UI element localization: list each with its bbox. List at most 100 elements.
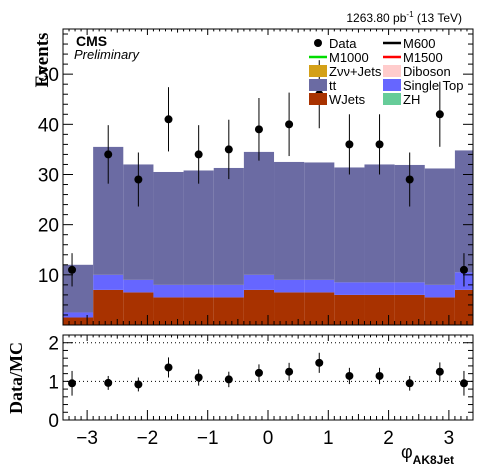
data-point [104, 125, 113, 184]
x-tick-label: −1 [197, 428, 219, 449]
bar-wjets-bin-0 [63, 317, 94, 325]
bar-single_top-bin-9 [334, 282, 365, 295]
bar-wjets-bin-10 [364, 294, 395, 325]
ratio-point [435, 362, 444, 381]
x-tick-label: 1 [323, 428, 334, 449]
ratio-point [164, 357, 173, 378]
ratio-y-tick-label: 1 [48, 372, 59, 393]
ratio-frame-bg [63, 335, 473, 420]
ratio-point [194, 369, 203, 386]
y-tick-label: 30 [38, 165, 59, 186]
data-point [134, 152, 143, 207]
svg-text:Data: Data [329, 36, 357, 51]
svg-text:ZH: ZH [403, 92, 420, 107]
bar-wjets-bin-13 [454, 289, 473, 325]
stacked-histogram [63, 146, 473, 325]
y-tick-label: 50 [38, 65, 59, 86]
bar-single_top-bin-2 [123, 279, 154, 293]
bar-tt-bin-9 [334, 167, 365, 283]
bar-tt-bin-13 [454, 150, 473, 273]
ratio-y-tick-label: 0 [48, 411, 59, 432]
bar-single_top-bin-4 [183, 284, 214, 298]
bar-wjets-bin-6 [243, 289, 275, 325]
y-axis-title: Events [32, 33, 53, 88]
main-x-ticks [62, 29, 474, 325]
legend-entry-m600: M600 [383, 36, 436, 51]
bar-wjets-bin-1 [93, 289, 124, 325]
bar-single_top-bin-8 [304, 279, 335, 293]
x-axis-title: φAK8Jet [401, 442, 454, 467]
data-point [345, 114, 354, 175]
bar-tt-bin-6 [243, 151, 275, 275]
bar-tt-bin-12 [424, 168, 455, 285]
bar-single_top-bin-6 [243, 274, 275, 290]
data-point [285, 92, 294, 157]
bar-wjets-bin-4 [183, 297, 214, 325]
bar-single_top-bin-5 [213, 284, 244, 298]
bar-wjets-bin-7 [274, 292, 305, 325]
data-point [405, 152, 414, 207]
legend-entry-tt: tt [309, 78, 337, 93]
data-point [164, 87, 173, 152]
ratio-point [224, 371, 233, 388]
bar-single_top-bin-12 [424, 284, 455, 298]
bar-wjets-bin-5 [213, 297, 244, 325]
lumi-label: 1263.80 pb-1 (13 TeV) [346, 10, 462, 25]
x-tick-label: 0 [263, 428, 274, 449]
legend-entry-m1000: M1000 [309, 50, 369, 65]
data-point [254, 98, 263, 161]
y-tick-label: 20 [38, 216, 59, 237]
legend-entry-diboson: Diboson [383, 64, 451, 79]
legend-entry-data: Data [314, 36, 357, 51]
bar-tt-bin-0 [63, 264, 94, 313]
bar-single_top-bin-7 [274, 279, 305, 293]
data-points [68, 60, 468, 287]
svg-text:Diboson: Diboson [403, 64, 451, 79]
bar-wjets-bin-9 [334, 294, 365, 325]
ratio-y-axis: 0 1 2 [48, 334, 473, 432]
bar-wjets-bin-12 [424, 297, 455, 325]
x-tick-label: −2 [137, 428, 159, 449]
ratio-points [68, 352, 468, 396]
bar-tt-bin-8 [304, 162, 335, 280]
main-y-axis: 10 20 30 40 50 [38, 33, 473, 326]
bar-tt-bin-5 [213, 167, 244, 285]
bar-tt-bin-7 [274, 161, 305, 280]
ratio-y-tick-label: 2 [48, 334, 59, 355]
y-tick-label: 10 [38, 266, 59, 287]
svg-text:M1000: M1000 [329, 50, 369, 65]
bar-tt-bin-10 [364, 164, 395, 283]
cms-label: CMS [76, 33, 107, 49]
bar-wjets-bin-3 [153, 297, 184, 325]
ratio-point [104, 375, 113, 390]
svg-text:tt: tt [329, 78, 337, 93]
ratio-gridlines [63, 342, 473, 382]
data-point [459, 253, 468, 287]
legend-entry-zh: ZH [383, 92, 420, 107]
legend-entry-wjets: WJets [309, 92, 366, 107]
y-tick-label: 40 [38, 115, 59, 136]
bar-wjets-bin-8 [304, 292, 335, 325]
svg-text:M600: M600 [403, 36, 436, 51]
main-panel: 10 20 30 40 50 CMS Preliminary Events Data M6… [32, 28, 474, 326]
ratio-point [315, 352, 324, 373]
svg-text:WJets: WJets [329, 92, 366, 107]
bar-tt-bin-3 [153, 171, 184, 285]
legend-entry-single_top: Single Top [383, 78, 463, 93]
svg-text:M1500: M1500 [403, 50, 443, 65]
x-tick-label: −3 [76, 428, 98, 449]
data-point [224, 119, 233, 180]
data-point [375, 114, 384, 175]
data-point [194, 125, 203, 184]
legend-entry-znunu: Zνν+Jets [309, 64, 382, 79]
ratio-x-axis: −3 −2 −1 0 1 2 3 [62, 335, 474, 449]
ratio-y-axis-title: Data/MC [6, 342, 26, 414]
bar-wjets-bin-11 [394, 294, 425, 325]
ratio-point [285, 362, 294, 381]
x-tick-label: 3 [444, 428, 455, 449]
svg-text:Single Top: Single Top [403, 78, 463, 93]
ratio-point [405, 375, 414, 391]
bar-tt-bin-4 [183, 170, 214, 285]
ratio-panel: 0 1 2 −3 −2 −1 0 1 2 3 Data/MC φAK8Jet [6, 334, 474, 467]
